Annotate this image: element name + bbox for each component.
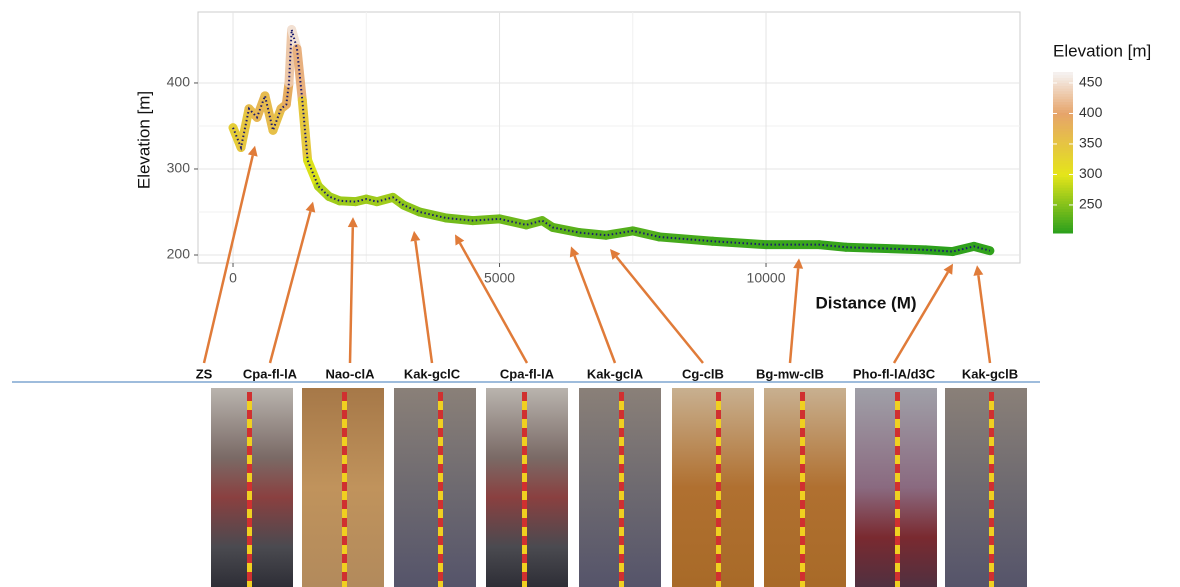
y-tick-label: 400	[167, 74, 191, 90]
legend-tick-label: 400	[1079, 104, 1103, 120]
chart: Elevation [m] Distance (M) Elevation [m]…	[0, 0, 1180, 587]
x-tick-label: 0	[229, 270, 237, 286]
annotation-label: Kak-gclA	[587, 366, 644, 381]
annotation-label: Nao-clA	[325, 366, 375, 381]
annotation-label: Kak-gclB	[962, 366, 1018, 381]
legend-tick-label: 300	[1079, 165, 1103, 181]
annotation-label: Cg-clB	[682, 366, 724, 381]
annotation-arrow	[978, 275, 990, 363]
y-tick-label: 300	[167, 160, 191, 176]
y-tick-label: 200	[167, 246, 191, 262]
x-tick-label: 10000	[747, 270, 786, 286]
annotation-arrow	[894, 272, 948, 363]
annotation-label: Kak-gclC	[404, 366, 461, 381]
annotation-label: Cpa-fl-lA	[500, 366, 555, 381]
arrow-head	[973, 265, 983, 276]
annotation-label: ZS	[196, 366, 213, 381]
legend-tick-label: 350	[1079, 135, 1103, 151]
soil-photo	[672, 388, 754, 587]
x-tick-label: 5000	[484, 270, 515, 286]
soil-photo	[394, 388, 476, 587]
legend-title: Elevation [m]	[1053, 41, 1151, 60]
annotation-arrow	[575, 256, 615, 363]
annotation-label: Bg-mw-clB	[756, 366, 824, 381]
soil-photos	[211, 388, 1027, 587]
plot-area	[198, 12, 1020, 263]
annotation-label: Cpa-fl-lA	[243, 366, 298, 381]
y-axis-label: Elevation [m]	[134, 91, 153, 189]
x-axis-label: Distance (M)	[815, 293, 916, 312]
annotation-arrow	[616, 257, 703, 363]
plot-frame	[198, 12, 1020, 263]
colorbar-slice	[1053, 72, 1073, 75]
soil-photo	[945, 388, 1027, 587]
annotation-arrow	[790, 268, 798, 363]
legend-tick-label: 250	[1079, 196, 1103, 212]
legend-tick-label: 450	[1079, 74, 1103, 90]
annotation-label: Pho-fl-lA/d3C	[853, 366, 936, 381]
